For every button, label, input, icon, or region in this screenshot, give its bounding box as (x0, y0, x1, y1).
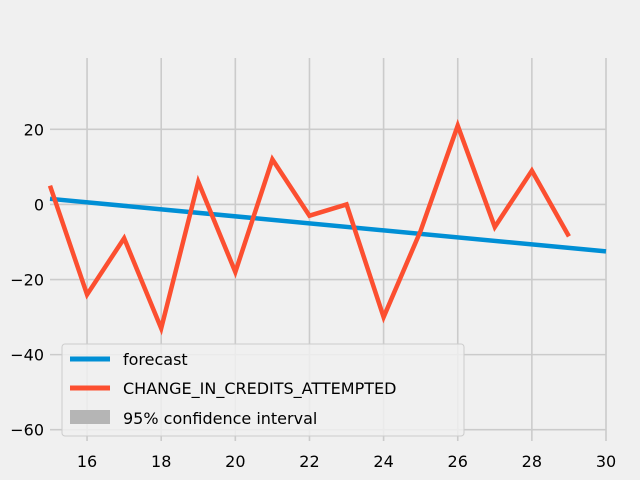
legend-label-change-in-credits: CHANGE_IN_CREDITS_ATTEMPTED (123, 379, 396, 399)
legend: forecast CHANGE_IN_CREDITS_ATTEMPTED 95%… (61, 343, 465, 437)
x-tick-label: 24 (373, 452, 393, 471)
x-tick-label: 18 (151, 452, 171, 471)
x-axis-ticks: 16 18 20 22 24 26 28 30 (77, 452, 616, 471)
legend-swatch-confidence-interval (70, 410, 110, 424)
legend-frame (61, 343, 465, 437)
y-tick-label: 0 (34, 195, 44, 214)
y-tick-label: −20 (10, 271, 44, 290)
y-tick-label: −60 (10, 421, 44, 440)
y-axis-ticks: 20 0 −20 −40 −60 (10, 120, 44, 439)
x-tick-label: 30 (596, 452, 616, 471)
y-tick-label: 20 (24, 120, 44, 139)
x-tick-label: 28 (522, 452, 542, 471)
x-tick-label: 20 (225, 452, 245, 471)
x-tick-label: 26 (448, 452, 468, 471)
y-tick-label: −40 (10, 346, 44, 365)
x-tick-label: 16 (77, 452, 97, 471)
series-line-0 (49, 196, 607, 254)
legend-label-confidence-interval: 95% confidence interval (123, 409, 317, 428)
series-layer (47, 118, 607, 336)
grid (50, 58, 607, 441)
x-tick-label: 22 (299, 452, 319, 471)
legend-label-forecast: forecast (123, 350, 188, 369)
